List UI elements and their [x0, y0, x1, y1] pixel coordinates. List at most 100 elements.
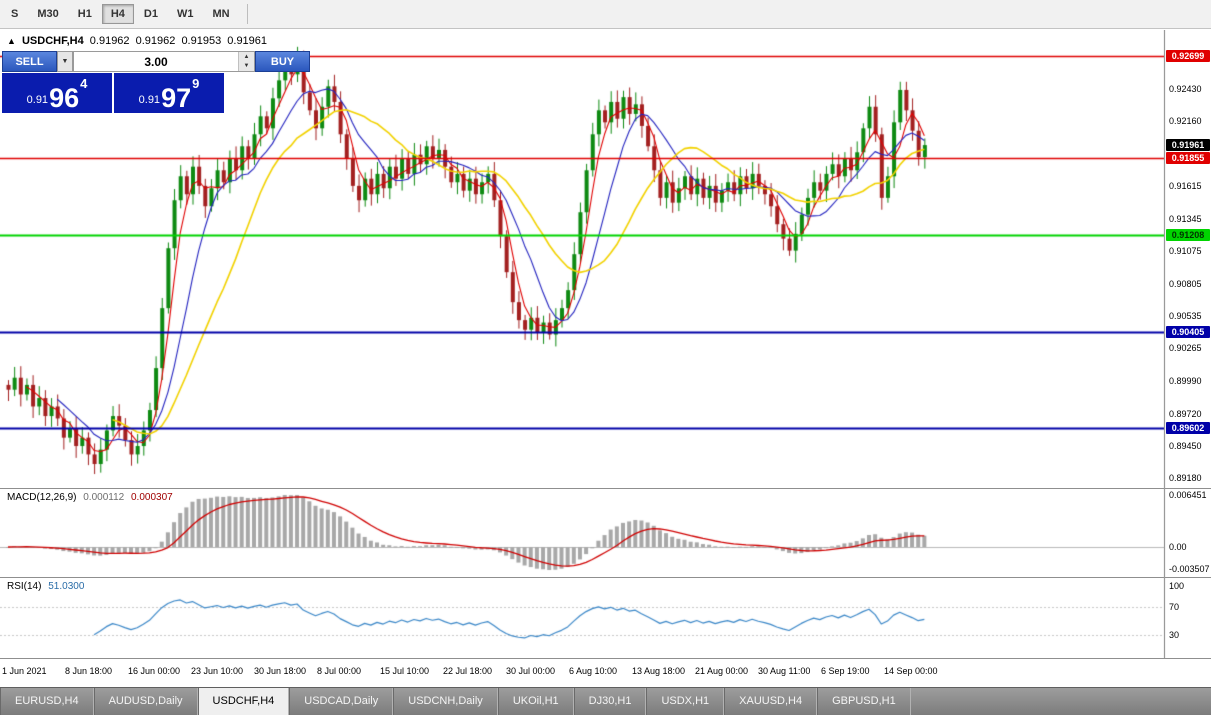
collapse-arrow-icon[interactable]: ▲ [7, 36, 16, 46]
timeframe-button-mn[interactable]: MN [203, 4, 238, 24]
macd-axis-tick: -0.003507 [1169, 564, 1210, 574]
price-badge-092699: 0.92699 [1166, 50, 1210, 63]
volume-input[interactable] [74, 52, 238, 71]
volume-dropdown-button[interactable]: ▼ [57, 51, 73, 72]
time-axis-label: 8 Jul 00:00 [317, 666, 362, 676]
chart-tab-dj30-h1[interactable]: DJ30,H1 [573, 688, 647, 715]
chart-symbol-label: USDCHF,H4 [21, 35, 84, 47]
price-badge-091961: 0.91961 [1166, 138, 1210, 151]
rsi-axis-tick: 100 [1169, 581, 1185, 591]
chart-tab-usdx-h1[interactable]: USDX,H1 [646, 688, 725, 715]
macd-axis-tick: 0.006451 [1169, 490, 1207, 500]
price-axis-tick: 0.90535 [1169, 310, 1202, 321]
panel-separator [0, 488, 1211, 489]
buy-button[interactable]: BUY [255, 51, 310, 72]
volume-decrease-button[interactable]: ▼ [239, 61, 254, 71]
chart-tab-bar: EURUSD,H4 AUDUSD,Daily USDCHF,H4 USDCAD,Dai… [0, 687, 1211, 715]
panel-separator [0, 577, 1211, 578]
axis-divider [1164, 30, 1165, 658]
buy-price-pipette: 9 [192, 76, 200, 91]
time-axis-label: 6 Aug 10:00 [569, 666, 618, 676]
macd-name: MACD(12,26,9) [7, 492, 77, 503]
chevron-up-icon: ▲ [243, 53, 250, 60]
time-axis-label: 30 Jun 18:00 [254, 666, 307, 676]
rsi-axis-tick: 70 [1169, 602, 1180, 612]
chart-tab-usdchf-h4[interactable]: USDCHF,H4 [197, 688, 290, 715]
rsi-indicator-label: RSI(14) 51.0300 [7, 581, 88, 592]
price-badge-090405: 0.90405 [1166, 325, 1210, 338]
time-axis-label: 14 Sep 00:00 [884, 666, 938, 676]
timeframe-toolbar: S M30 H1 H4 D1 W1 MN [0, 0, 1211, 29]
rsi-value: 51.0300 [48, 581, 85, 592]
time-axis-label: 6 Sep 19:00 [821, 666, 870, 676]
time-axis-label: 22 Jul 18:00 [443, 666, 493, 676]
price-axis-tick: 0.91615 [1169, 181, 1202, 192]
volume-increase-button[interactable]: ▲ [239, 52, 254, 62]
chevron-down-icon: ▼ [243, 63, 250, 70]
price-axis-tick: 0.89180 [1169, 473, 1202, 484]
ohlc-open: 0.91962 [89, 35, 130, 47]
chart-tab-gbpusd-h1[interactable]: GBPUSD,H1 [817, 688, 911, 715]
volume-field: ▲ ▼ [73, 51, 255, 72]
sell-price-display[interactable]: 0.91 96 4 [2, 73, 112, 113]
sell-price-pipette: 4 [80, 76, 88, 91]
macd-panel-canvas[interactable] [0, 489, 1211, 577]
time-axis-label: 30 Jul 00:00 [506, 666, 556, 676]
timeframe-buttons: S M30 H1 H4 D1 W1 MN [2, 4, 240, 24]
chevron-down-icon: ▼ [61, 58, 69, 65]
panel-separator [0, 658, 1211, 659]
timeframe-button-w1[interactable]: W1 [168, 4, 203, 24]
sell-button[interactable]: SELL [2, 51, 57, 72]
rsi-axis-tick: 30 [1169, 630, 1180, 640]
price-axis-tick: 0.90265 [1169, 343, 1202, 354]
macd-axis-tick: 0.00 [1169, 542, 1187, 552]
one-click-trading-panel: SELL ▼ ▲ ▼ BUY 0.91 96 4 0.91 97 9 [2, 51, 310, 113]
time-axis[interactable]: 1 Jun 2021 8 Jun 18:00 16 Jun 00:00 23 Jun … [0, 659, 1211, 687]
timeframe-button-s[interactable]: S [2, 4, 27, 24]
chart-ohlc-header: ▲ USDCHF,H4 0.91962 0.91962 0.91953 0.91… [7, 35, 270, 47]
time-axis-label: 13 Aug 18:00 [632, 666, 686, 676]
ohlc-high: 0.91962 [135, 35, 176, 47]
time-axis-label: 1 Jun 2021 [2, 666, 47, 676]
time-axis-label: 16 Jun 00:00 [128, 666, 181, 676]
time-axis-label: 21 Aug 00:00 [695, 666, 749, 676]
rsi-name: RSI(14) [7, 581, 42, 592]
price-axis-tick: 0.91345 [1169, 213, 1202, 224]
time-axis-label: 30 Aug 11:00 [758, 666, 811, 676]
chart-tab-usdcnh-daily[interactable]: USDCNH,Daily [393, 688, 498, 715]
timeframe-button-d1[interactable]: D1 [135, 4, 167, 24]
timeframe-button-m30[interactable]: M30 [28, 4, 67, 24]
buy-price-prefix: 0.91 [138, 94, 161, 106]
chart-tab-xauusd-h4[interactable]: XAUUSD,H4 [724, 688, 818, 715]
price-badge-091208: 0.91208 [1166, 229, 1210, 242]
price-axis-tick: 0.91075 [1169, 246, 1202, 257]
ohlc-close: 0.91961 [227, 35, 268, 47]
price-badge-091855: 0.91855 [1166, 151, 1210, 164]
price-axis-tick: 0.89450 [1169, 441, 1202, 452]
sell-price-prefix: 0.91 [26, 94, 49, 106]
timeframe-button-h1[interactable]: H1 [69, 4, 101, 24]
price-axis-tick: 0.89720 [1169, 408, 1202, 419]
volume-spinner: ▲ ▼ [238, 52, 254, 71]
rsi-panel-canvas[interactable] [0, 578, 1211, 658]
chart-tab-ukoil-h1[interactable]: UKOil,H1 [497, 688, 574, 715]
ohlc-low: 0.91953 [181, 35, 222, 47]
sell-price-big-digits: 96 [49, 82, 80, 113]
macd-value-signal: 0.000307 [131, 492, 173, 503]
price-axis-tick: 0.92430 [1169, 83, 1202, 94]
price-axis-tick: 0.92160 [1169, 116, 1202, 127]
price-badge-089602: 0.89602 [1166, 421, 1210, 434]
buy-price-big-digits: 97 [161, 82, 192, 113]
price-axis-tick: 0.90805 [1169, 278, 1202, 289]
buy-price-display[interactable]: 0.91 97 9 [114, 73, 224, 113]
timeframe-button-h4[interactable]: H4 [101, 4, 134, 24]
time-axis-label: 8 Jun 18:00 [65, 666, 113, 676]
chart-tab-eurusd-h4[interactable]: EURUSD,H4 [0, 688, 94, 715]
chart-tab-audusd-daily[interactable]: AUDUSD,Daily [93, 688, 198, 715]
time-axis-label: 15 Jul 10:00 [380, 666, 430, 676]
chart-tab-usdcad-daily[interactable]: USDCAD,Daily [289, 688, 394, 715]
time-axis-label: 23 Jun 10:00 [191, 666, 244, 676]
macd-value-main: 0.000112 [83, 492, 125, 503]
price-axis-tick: 0.89990 [1169, 376, 1202, 387]
